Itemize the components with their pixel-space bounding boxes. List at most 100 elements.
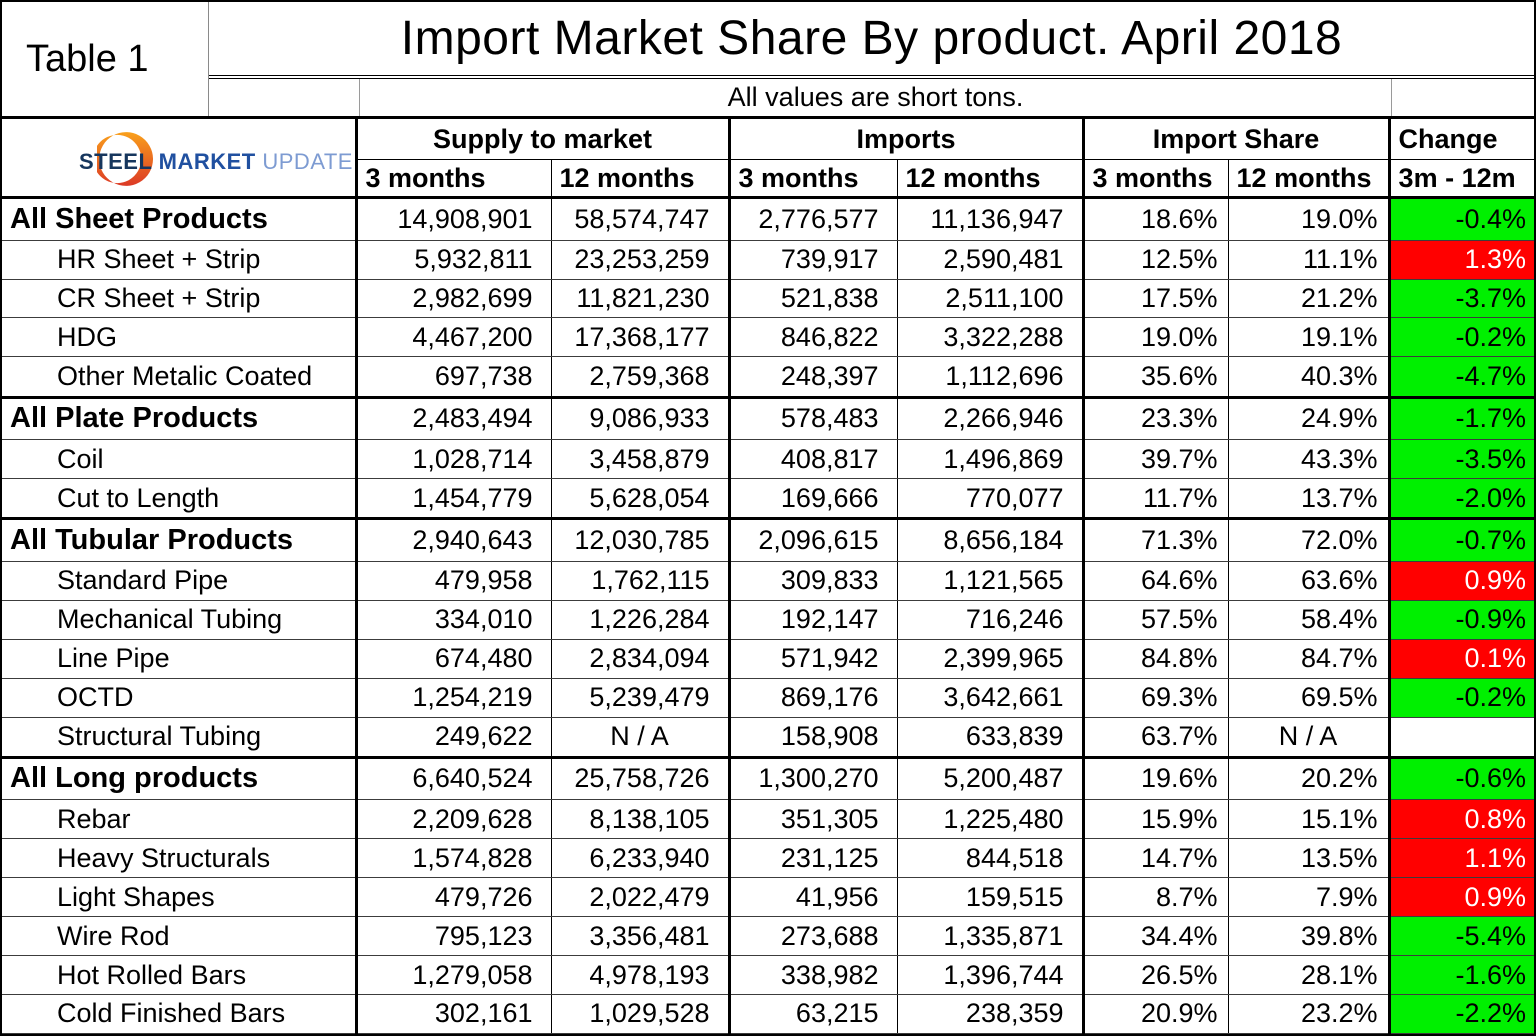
cell-imports-3m: 578,483 <box>727 395 898 441</box>
cell-share-3m: 17.5% <box>1081 279 1229 319</box>
cell-share-3m: 57.5% <box>1081 600 1229 640</box>
cell-product: Other Metalic Coated <box>2 356 356 398</box>
cell-supply-3m: 4,467,200 <box>354 317 551 358</box>
cell-share-12m: 19.1% <box>1227 317 1390 358</box>
cell-imports-12m: 2,511,100 <box>896 279 1084 319</box>
cell-share-12m: 84.7% <box>1227 639 1390 679</box>
cell-imports-12m: 1,496,869 <box>896 439 1084 480</box>
subheader-imports-3m: 3 months <box>727 159 898 199</box>
cell-supply-12m: 3,356,481 <box>550 916 730 957</box>
cell-share-3m: 15.9% <box>1081 799 1229 840</box>
product-row: Standard Pipe 479,958 1,762,115 309,833 1,12… <box>2 561 1534 601</box>
cell-supply-3m: 479,958 <box>354 561 551 601</box>
cell-change: 0.9% <box>1387 561 1534 601</box>
cell-imports-12m: 2,266,946 <box>896 395 1084 441</box>
cell-share-12m: 39.8% <box>1227 916 1390 957</box>
cell-imports-3m: 248,397 <box>727 356 898 398</box>
cell-change: -0.6% <box>1387 755 1534 801</box>
cell-imports-12m: 2,590,481 <box>896 240 1084 280</box>
data-table: STEEL MARKET UPDATE Supply to market Imp… <box>2 116 1534 1034</box>
cell-product: Light Shapes <box>2 877 356 918</box>
logo-word-update: UPDATE <box>262 149 353 174</box>
cell-share-12m: 21.2% <box>1227 279 1390 319</box>
cell-imports-3m: 158,908 <box>727 717 898 758</box>
subheader-change-3m-12m: 3m - 12m <box>1387 159 1534 199</box>
cell-product: All Tubular Products <box>2 517 356 562</box>
cell-change: 0.1% <box>1387 639 1534 679</box>
cell-supply-3m: 1,254,219 <box>354 678 551 718</box>
subtitle-spacer <box>209 79 359 116</box>
subheader-share-3m: 3 months <box>1081 159 1229 199</box>
cell-supply-3m: 2,940,643 <box>354 517 551 562</box>
cell-share-12m: 20.2% <box>1227 755 1390 801</box>
cell-supply-3m: 795,123 <box>354 916 551 957</box>
cell-change: -2.0% <box>1387 478 1534 520</box>
cell-imports-3m: 1,300,270 <box>727 755 898 801</box>
cell-imports-3m: 521,838 <box>727 279 898 319</box>
steel-market-update-logo: STEEL MARKET UPDATE <box>79 150 353 174</box>
title-block: Table 1 Import Market Share By product. … <box>2 2 1534 116</box>
crescent-icon <box>97 132 153 186</box>
cell-supply-3m: 1,574,828 <box>354 838 551 879</box>
cell-product: Heavy Structurals <box>2 838 356 879</box>
cell-change: -4.7% <box>1387 356 1534 398</box>
product-row: Mechanical Tubing 334,010 1,226,284 192,147… <box>2 600 1534 640</box>
product-row: Line Pipe 674,480 2,834,094 571,942 2,399,96… <box>2 639 1534 679</box>
header-import-share: Import Share <box>1081 117 1390 160</box>
cell-share-3m: 19.0% <box>1081 317 1229 358</box>
sub-header-row: 3 months 12 months 3 months 12 months 3 … <box>2 159 1534 199</box>
cell-imports-12m: 3,642,661 <box>896 678 1084 718</box>
cell-imports-12m: 159,515 <box>896 877 1084 918</box>
cell-imports-12m: 844,518 <box>896 838 1084 879</box>
cell-share-3m: 34.4% <box>1081 916 1229 957</box>
cell-imports-3m: 192,147 <box>727 600 898 640</box>
cell-imports-3m: 338,982 <box>727 955 898 995</box>
cell-imports-12m: 633,839 <box>896 717 1084 758</box>
logo-word-market: MARKET <box>158 149 256 174</box>
cell-supply-3m: 2,483,494 <box>354 395 551 441</box>
cell-imports-3m: 309,833 <box>727 561 898 601</box>
header-imports: Imports <box>727 117 1084 160</box>
cell-supply-3m: 1,454,779 <box>354 478 551 520</box>
cell-share-12m: 69.5% <box>1227 678 1390 718</box>
table-label: Table 1 <box>2 2 209 116</box>
cell-share-12m: 40.3% <box>1227 356 1390 398</box>
cell-imports-3m: 41,956 <box>727 877 898 918</box>
product-row: Wire Rod 795,123 3,356,481 273,688 1,335,871… <box>2 916 1534 957</box>
cell-supply-12m: 2,022,479 <box>550 877 730 918</box>
cell-change: -3.7% <box>1387 279 1534 319</box>
cell-product: Structural Tubing <box>2 717 356 758</box>
product-row: HR Sheet + Strip 5,932,811 23,253,259 739,9… <box>2 240 1534 280</box>
cell-imports-3m: 739,917 <box>727 240 898 280</box>
cell-share-3m: 11.7% <box>1081 478 1229 520</box>
cell-change: -1.6% <box>1387 955 1534 995</box>
product-row: Coil 1,028,714 3,458,879 408,817 1,496,869 39… <box>2 439 1534 480</box>
cell-change: -5.4% <box>1387 916 1534 957</box>
cell-supply-3m: 249,622 <box>354 717 551 758</box>
cell-product: Rebar <box>2 799 356 840</box>
logo-word-steel: STEEL <box>79 149 153 174</box>
cell-change: -0.2% <box>1387 678 1534 718</box>
cell-supply-3m: 302,161 <box>354 994 551 1034</box>
cell-supply-12m: 4,978,193 <box>550 955 730 995</box>
cell-change: -0.4% <box>1387 196 1534 241</box>
cell-imports-12m: 1,225,480 <box>896 799 1084 840</box>
cell-share-12m: 58.4% <box>1227 600 1390 640</box>
cell-change: 1.3% <box>1387 240 1534 280</box>
header-supply-to-market: Supply to market <box>354 117 730 160</box>
cell-imports-12m: 1,335,871 <box>896 916 1084 957</box>
cell-imports-12m: 2,399,965 <box>896 639 1084 679</box>
title-area: Import Market Share By product. April 20… <box>209 2 1534 116</box>
cell-product: Cut to Length <box>2 478 356 520</box>
cell-supply-12m: 1,226,284 <box>550 600 730 640</box>
cell-supply-3m: 2,209,628 <box>354 799 551 840</box>
cell-change: 1.1% <box>1387 838 1534 879</box>
cell-change: 0.8% <box>1387 799 1534 840</box>
cell-supply-12m: 1,762,115 <box>550 561 730 601</box>
cell-supply-12m: N / A <box>550 717 730 758</box>
cell-supply-3m: 14,908,901 <box>354 196 551 241</box>
cell-imports-3m: 571,942 <box>727 639 898 679</box>
cell-product: All Plate Products <box>2 395 356 441</box>
subheader-share-12m: 12 months <box>1227 159 1390 199</box>
